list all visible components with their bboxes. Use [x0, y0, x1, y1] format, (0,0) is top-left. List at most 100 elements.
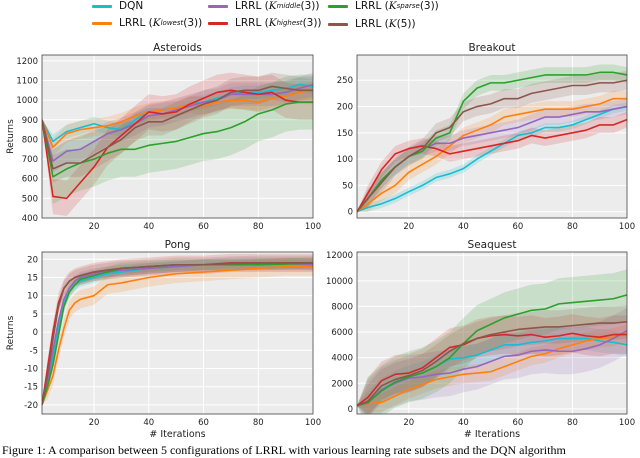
y-tick-label: -10 [24, 364, 38, 374]
y-tick-label: 200 [337, 103, 353, 113]
legend-suffix: (5)) [396, 18, 416, 30]
legend-k: K [388, 18, 397, 30]
x-tick-label: 40 [458, 418, 469, 428]
x-axis-label: # Iterations [464, 429, 520, 440]
x-tick-label: 80 [567, 222, 578, 232]
x-tick-label: 40 [143, 418, 154, 428]
series-line [42, 265, 313, 406]
chart-title: Pong [165, 239, 191, 251]
y-tick-label: -5 [30, 346, 38, 356]
series-line [42, 262, 313, 406]
plot-area [357, 64, 627, 213]
y-tick-label: 50 [342, 181, 353, 191]
legend-sub: highest [276, 19, 303, 27]
plot-frame [356, 54, 628, 219]
y-tick-label: 4000 [331, 354, 353, 364]
series-line [357, 105, 627, 213]
series-line [42, 101, 313, 178]
confidence-band [357, 70, 627, 212]
chart-breakout: 20 40 60 80 100 0 50 100 150 200 250 Breakout [337, 42, 635, 232]
plot-background [357, 252, 627, 414]
confidence-band [42, 72, 313, 217]
y-tick-label: 900 [22, 116, 38, 126]
x-tick-label: 60 [512, 418, 523, 428]
series-line [357, 118, 627, 213]
plot-area [42, 72, 313, 217]
plot-frame [41, 54, 314, 219]
series-line [357, 330, 627, 407]
chart-title: Asteroids [153, 42, 202, 54]
x-tick-label: 60 [198, 222, 209, 232]
legend-sub: middle [276, 2, 301, 10]
confidence-band [42, 77, 313, 149]
x-tick-label: 20 [89, 222, 100, 232]
series-line [357, 332, 627, 407]
confidence-band [357, 269, 627, 414]
y-tick-label: 0 [348, 405, 353, 415]
x-tick-label: 40 [143, 222, 154, 232]
y-tick-label: 20 [27, 255, 38, 265]
y-tick-label: 250 [337, 76, 353, 86]
x-tick-label: 80 [253, 222, 264, 232]
x-tick-label: 20 [403, 222, 414, 232]
legend-swatch [328, 22, 348, 26]
y-tick-label: 1100 [16, 77, 38, 87]
legend-swatch [92, 21, 112, 25]
y-tick-label: 15 [27, 273, 38, 283]
legend-label: LRRL ( [355, 18, 389, 30]
legend-k: K [388, 0, 397, 12]
series-line [357, 320, 627, 407]
y-tick-label: 800 [22, 135, 38, 145]
y-tick-label: 150 [337, 129, 353, 139]
legend-label: LRRL ( [355, 0, 389, 12]
y-axis-label: Returns [6, 315, 16, 350]
legend-label: LRRL ( [235, 17, 269, 29]
series-line [42, 85, 313, 170]
x-tick-label: 100 [619, 222, 635, 232]
x-tick-label: 100 [305, 418, 321, 428]
legend-k: K [268, 17, 277, 29]
y-tick-label: 600 [22, 175, 38, 185]
x-tick-label: 60 [198, 418, 209, 428]
legend-suffix: (3)) [300, 0, 320, 12]
x-tick-label: 100 [305, 222, 321, 232]
legend-k: K [268, 0, 277, 12]
chart-pong: 20 40 60 80 100 -20 -15 -10 -5 0 5 10 15 20 Pong Return… [6, 239, 321, 440]
legend-swatch [92, 4, 112, 8]
y-tick-label: 500 [22, 194, 38, 204]
x-tick-label: 60 [512, 222, 523, 232]
legend-suffix: (3)) [183, 17, 203, 29]
confidence-band [42, 257, 313, 405]
plot-frame [356, 251, 628, 415]
chart-title: Breakout [468, 42, 515, 54]
x-tick-label: 40 [458, 222, 469, 232]
legend-sub: lowest [160, 19, 184, 27]
y-tick-label: 8000 [331, 302, 353, 312]
series-line [42, 89, 313, 149]
series-line [357, 294, 627, 407]
legend-label: LRRL ( [235, 0, 269, 12]
legend-sub: sparse [396, 2, 420, 10]
y-tick-label: 700 [22, 155, 38, 165]
x-axis-label: # Iterations [149, 429, 205, 440]
legend-k: K [152, 17, 161, 29]
y-tick-label: 0 [348, 208, 353, 218]
y-tick-label: 10000 [326, 277, 353, 287]
confidence-band [357, 305, 627, 414]
series-line [357, 332, 627, 407]
legend-swatch [208, 21, 228, 25]
plot-area [42, 253, 313, 406]
legend-item-dqn: DQN [92, 0, 143, 12]
series-line [357, 97, 627, 213]
legend-label: DQN [119, 0, 144, 12]
legend-suffix: (3)) [419, 0, 439, 12]
y-tick-label: -20 [24, 401, 38, 411]
legend-label: LRRL ( [119, 17, 153, 29]
plot-background [42, 55, 313, 218]
chart-title: Seaquest [468, 239, 517, 251]
y-tick-label: 0 [33, 328, 38, 338]
x-tick-label: 80 [567, 418, 578, 428]
